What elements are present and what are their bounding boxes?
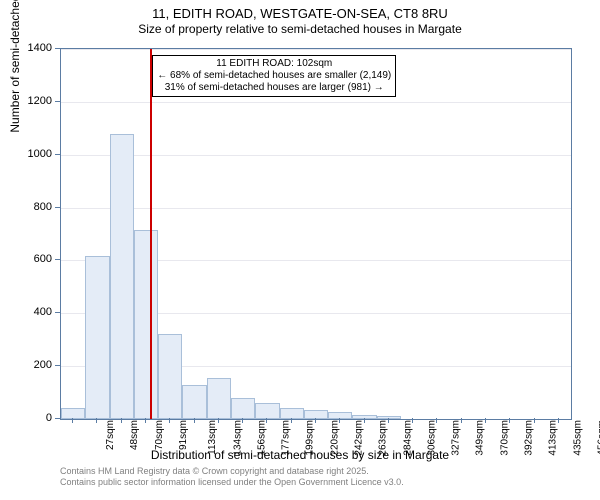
footer-line1: Contains HM Land Registry data © Crown c… <box>60 466 404 477</box>
x-tick-mark <box>121 418 122 423</box>
x-tick-mark <box>266 418 267 423</box>
y-tick-label: 1400 <box>12 42 52 54</box>
histogram-bar <box>255 403 279 419</box>
y-tick-label: 800 <box>12 201 52 213</box>
x-tick-label: 70sqm <box>154 420 165 450</box>
title-line2: Size of property relative to semi-detach… <box>0 22 600 36</box>
marker-line <box>150 49 152 419</box>
title-block: 11, EDITH ROAD, WESTGATE-ON-SEA, CT8 8RU… <box>0 0 600 36</box>
x-tick-mark <box>388 418 389 423</box>
x-tick-mark <box>72 418 73 423</box>
histogram-bar <box>158 334 182 419</box>
histogram-bar <box>352 415 376 419</box>
y-tick-label: 400 <box>12 306 52 318</box>
plot-area: 11 EDITH ROAD: 102sqm ← 68% of semi-deta… <box>60 48 572 420</box>
x-tick-label: 27sqm <box>105 420 116 450</box>
x-tick-mark <box>145 418 146 423</box>
annotation-line2: ← 68% of semi-detached houses are smalle… <box>157 70 391 82</box>
footer: Contains HM Land Registry data © Crown c… <box>60 466 404 488</box>
y-tick-label: 1200 <box>12 95 52 107</box>
x-tick-mark <box>339 418 340 423</box>
chart-container: 11, EDITH ROAD, WESTGATE-ON-SEA, CT8 8RU… <box>0 0 600 500</box>
y-tick-label: 600 <box>12 253 52 265</box>
x-tick-mark <box>485 418 486 423</box>
histogram-bar <box>134 230 158 419</box>
x-tick-mark <box>534 418 535 423</box>
x-tick-mark <box>291 418 292 423</box>
x-tick-mark <box>461 418 462 423</box>
grid-line <box>61 208 571 209</box>
x-axis-title: Distribution of semi-detached houses by … <box>0 448 600 462</box>
grid-line <box>61 102 571 103</box>
x-tick-mark <box>194 418 195 423</box>
x-tick-mark <box>364 418 365 423</box>
x-tick-mark <box>509 418 510 423</box>
y-tick-label: 200 <box>12 359 52 371</box>
x-tick-label: 48sqm <box>129 420 140 450</box>
histogram-bar <box>182 385 206 419</box>
annotation-line3: 31% of semi-detached houses are larger (… <box>157 82 391 94</box>
y-tick-label: 1000 <box>12 148 52 160</box>
histogram-bar <box>207 378 231 419</box>
x-tick-mark <box>558 418 559 423</box>
x-tick-mark <box>169 418 170 423</box>
histogram-bar <box>377 416 401 419</box>
histogram-bar <box>61 408 85 419</box>
y-axis-title: Number of semi-detached properties <box>8 0 22 133</box>
title-line1: 11, EDITH ROAD, WESTGATE-ON-SEA, CT8 8RU <box>0 6 600 21</box>
x-tick-mark <box>218 418 219 423</box>
x-tick-mark <box>242 418 243 423</box>
y-tick-label: 0 <box>12 412 52 424</box>
grid-line <box>61 49 571 50</box>
annotation-box: 11 EDITH ROAD: 102sqm ← 68% of semi-deta… <box>152 55 396 97</box>
histogram-bar <box>280 408 304 419</box>
x-tick-label: 91sqm <box>178 420 189 450</box>
grid-line <box>61 155 571 156</box>
histogram-bar <box>110 134 134 419</box>
x-tick-mark <box>412 418 413 423</box>
x-tick-mark <box>96 418 97 423</box>
x-tick-mark <box>315 418 316 423</box>
histogram-bar <box>231 398 255 419</box>
annotation-line1: 11 EDITH ROAD: 102sqm <box>157 58 391 70</box>
histogram-bar <box>328 412 352 419</box>
histogram-bar <box>85 256 109 419</box>
footer-line2: Contains public sector information licen… <box>60 477 404 488</box>
x-tick-mark <box>436 418 437 423</box>
